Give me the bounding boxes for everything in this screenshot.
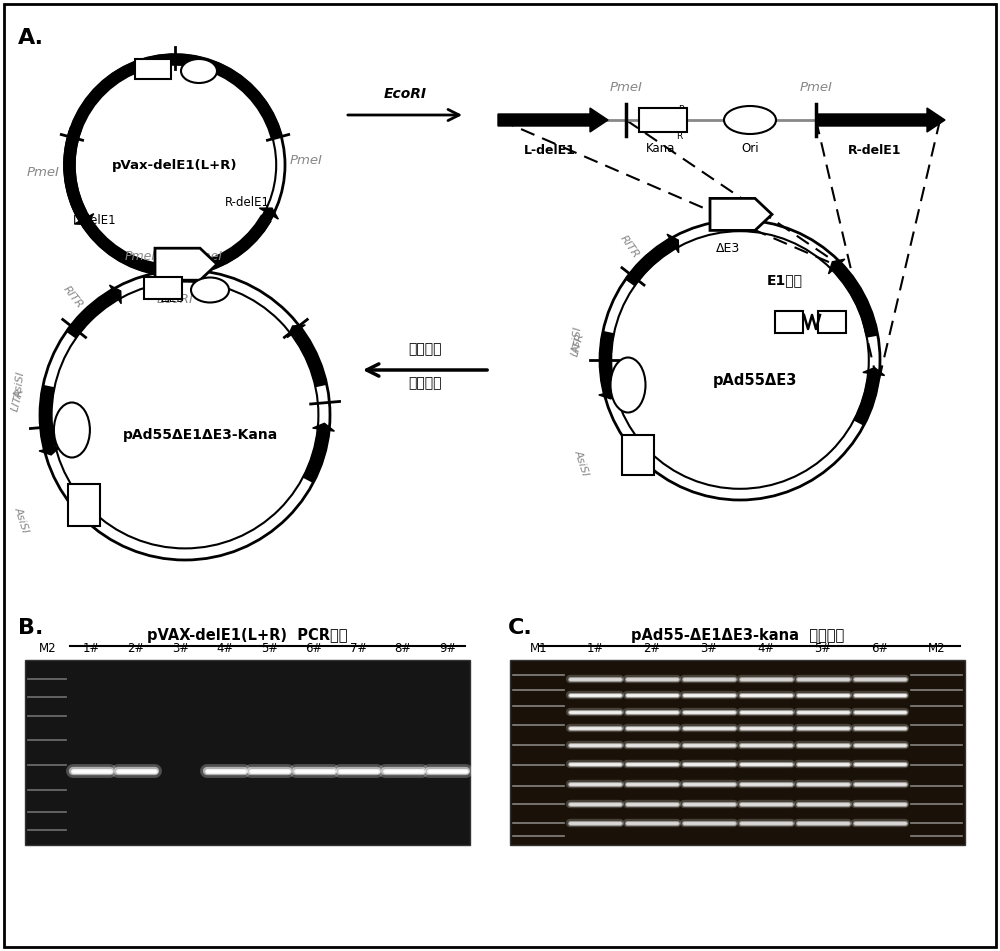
Text: R-delE1: R-delE1 — [224, 197, 270, 209]
Text: PmeI: PmeI — [800, 81, 832, 94]
Bar — [144, 277, 182, 299]
Text: R: R — [175, 275, 181, 283]
Text: R-delE1: R-delE1 — [848, 144, 902, 157]
Polygon shape — [710, 199, 772, 230]
Polygon shape — [599, 384, 620, 398]
Polygon shape — [155, 248, 217, 281]
Text: AsiSI: AsiSI — [13, 371, 27, 399]
Text: R: R — [94, 487, 99, 495]
Ellipse shape — [724, 106, 776, 134]
Text: Kana: Kana — [646, 115, 674, 125]
Text: AsiSI: AsiSI — [573, 449, 591, 477]
Text: 4#: 4# — [757, 642, 775, 655]
Text: R: R — [648, 437, 654, 445]
Text: 3#: 3# — [700, 642, 718, 655]
Text: RITR: RITR — [61, 283, 85, 310]
Text: L-delE1: L-delE1 — [524, 144, 576, 157]
Text: ΔE3: ΔE3 — [716, 243, 740, 256]
Text: Kana: Kana — [646, 142, 676, 155]
Text: EcoRI: EcoRI — [157, 293, 193, 306]
Ellipse shape — [54, 402, 90, 457]
Text: ΔE3: ΔE3 — [161, 292, 185, 305]
Text: R: R — [164, 56, 170, 66]
Polygon shape — [106, 285, 121, 303]
Bar — [775, 311, 803, 333]
Ellipse shape — [610, 358, 646, 413]
Bar — [135, 59, 171, 79]
Text: Ori: Ori — [620, 382, 636, 392]
Ellipse shape — [181, 59, 217, 83]
Polygon shape — [498, 108, 608, 132]
Polygon shape — [863, 368, 885, 382]
Text: pAd55-ΔE1ΔE3-kana  酶切鉴定: pAd55-ΔE1ΔE3-kana 酶切鉴定 — [631, 628, 844, 643]
Bar — [68, 484, 100, 526]
Polygon shape — [828, 259, 845, 275]
Text: 6#: 6# — [871, 642, 888, 655]
Text: Ori: Ori — [64, 427, 80, 437]
Text: LITR: LITR — [570, 332, 586, 358]
Text: 3#: 3# — [172, 642, 189, 655]
Text: AsiSI: AsiSI — [572, 326, 584, 354]
Text: B.: B. — [18, 618, 43, 638]
Text: pVax-delE1(L+R): pVax-delE1(L+R) — [112, 159, 238, 171]
Text: 2#: 2# — [644, 642, 661, 655]
Text: R: R — [676, 132, 682, 141]
Text: 1#: 1# — [587, 642, 604, 655]
Polygon shape — [313, 423, 334, 438]
Text: L-delE1: L-delE1 — [73, 214, 117, 226]
Text: AsiSI: AsiSI — [13, 505, 31, 534]
Bar — [818, 311, 846, 333]
Polygon shape — [287, 325, 305, 340]
Bar — [639, 108, 687, 132]
Bar — [25, 660, 470, 845]
Text: M2: M2 — [928, 642, 945, 655]
Text: PmeI: PmeI — [610, 81, 642, 94]
Text: Ori: Ori — [742, 115, 758, 125]
Text: 双抗筛选: 双抗筛选 — [408, 376, 442, 390]
Polygon shape — [818, 108, 945, 132]
Text: 8#: 8# — [395, 642, 412, 655]
Text: M2: M2 — [38, 642, 56, 655]
Text: E1基因: E1基因 — [767, 273, 803, 287]
Polygon shape — [74, 210, 94, 224]
Text: 同源重组: 同源重组 — [408, 342, 442, 356]
Text: PmeI: PmeI — [27, 166, 60, 180]
Text: 6#: 6# — [306, 642, 323, 655]
Polygon shape — [664, 234, 679, 253]
Text: Kana: Kana — [150, 283, 176, 293]
Text: RITR: RITR — [618, 233, 641, 260]
Ellipse shape — [191, 278, 229, 302]
Text: Amp: Amp — [625, 447, 651, 457]
Text: 7#: 7# — [350, 642, 367, 655]
Text: 4#: 4# — [217, 642, 234, 655]
Text: LITR: LITR — [10, 386, 26, 412]
Text: C.: C. — [508, 618, 533, 638]
Text: PmeI: PmeI — [191, 249, 223, 262]
Text: R: R — [678, 106, 684, 114]
Text: Amp: Amp — [71, 497, 96, 507]
Text: PmeI: PmeI — [290, 153, 323, 166]
Text: pAd55ΔE1ΔE3-Kana: pAd55ΔE1ΔE3-Kana — [122, 428, 278, 442]
Text: pAd55ΔE3: pAd55ΔE3 — [713, 373, 797, 387]
Text: A.: A. — [18, 28, 44, 48]
Bar — [622, 435, 654, 475]
Bar — [510, 660, 965, 845]
Text: 5#: 5# — [814, 642, 831, 655]
Text: Ori: Ori — [202, 285, 218, 295]
Text: pVAX-delE1(L+R)  PCR鉴定: pVAX-delE1(L+R) PCR鉴定 — [147, 628, 348, 643]
Text: 9#: 9# — [439, 642, 456, 655]
Text: PmeI: PmeI — [124, 249, 156, 262]
Text: M1: M1 — [530, 642, 547, 655]
Text: Ori: Ori — [191, 66, 207, 76]
Text: 5#: 5# — [261, 642, 278, 655]
Polygon shape — [259, 208, 278, 223]
Text: 2#: 2# — [128, 642, 145, 655]
Polygon shape — [39, 440, 61, 455]
Text: EcoRI: EcoRI — [384, 87, 426, 101]
Text: Ori: Ori — [741, 142, 759, 155]
Text: 1#: 1# — [83, 642, 100, 655]
Text: Kana: Kana — [138, 64, 164, 74]
